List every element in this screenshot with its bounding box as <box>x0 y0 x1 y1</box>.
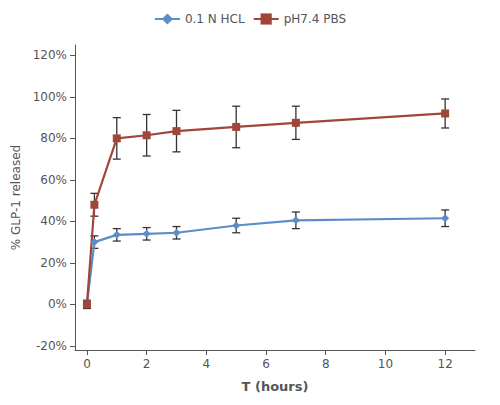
svg-text:-20%: -20% <box>36 339 67 353</box>
svg-text:80%: 80% <box>40 131 67 145</box>
svg-text:0.1 N HCL: 0.1 N HCL <box>185 12 245 26</box>
svg-text:8: 8 <box>322 357 330 371</box>
svg-text:60%: 60% <box>40 173 67 187</box>
svg-text:20%: 20% <box>40 256 67 270</box>
svg-text:% GLP-1 released: % GLP-1 released <box>9 145 23 250</box>
svg-text:4: 4 <box>203 357 211 371</box>
svg-text:0: 0 <box>83 357 91 371</box>
svg-text:120%: 120% <box>33 48 67 62</box>
svg-text:10: 10 <box>378 357 393 371</box>
svg-text:100%: 100% <box>33 90 67 104</box>
svg-text:0%: 0% <box>48 297 67 311</box>
svg-text:T (hours): T (hours) <box>242 379 309 394</box>
svg-text:12: 12 <box>438 357 453 371</box>
svg-text:6: 6 <box>262 357 270 371</box>
svg-text:2: 2 <box>143 357 151 371</box>
svg-text:40%: 40% <box>40 214 67 228</box>
svg-text:pH7.4 PBS: pH7.4 PBS <box>284 12 346 26</box>
